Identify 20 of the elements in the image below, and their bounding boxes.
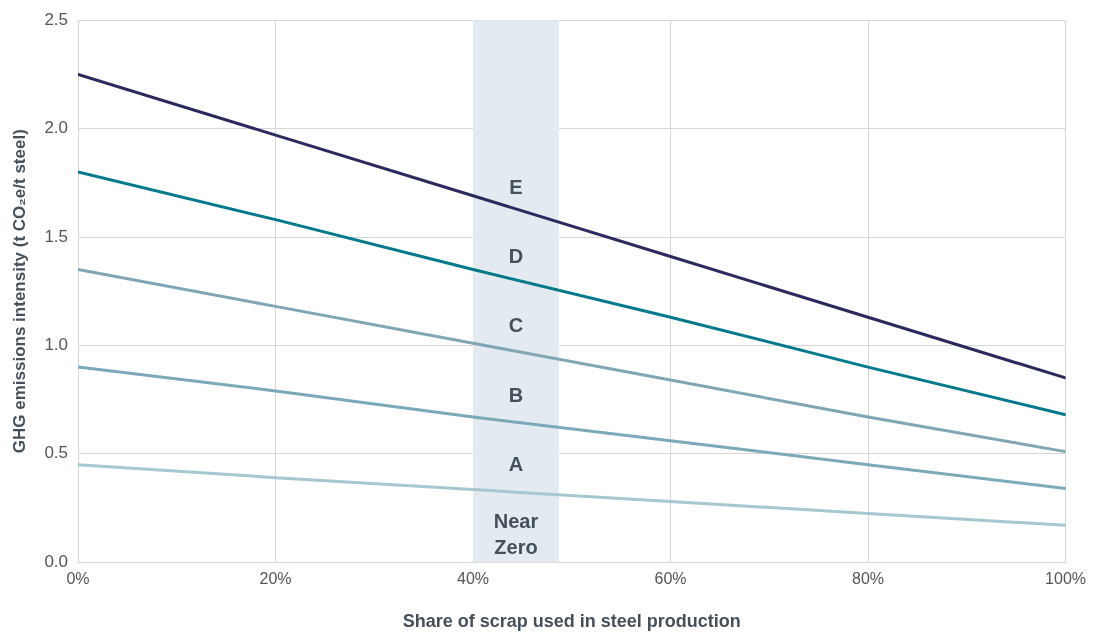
x-tick-label: 0% <box>66 570 90 588</box>
y-tick-label: 0.0 <box>44 551 69 571</box>
x-tick-label: 100% <box>1045 570 1086 588</box>
y-tick-label: 0.5 <box>44 443 69 463</box>
y-tick-label: 2.0 <box>44 118 69 138</box>
y-tick-label: 2.5 <box>44 9 69 29</box>
annotation: C <box>508 314 524 337</box>
annotation: Near Zero <box>493 509 539 558</box>
y-tick-label: 1.5 <box>44 226 69 246</box>
x-tick-label: 20% <box>259 570 292 588</box>
x-axis-title: Share of scrap used in steel production <box>402 611 741 632</box>
x-tick-label: 80% <box>852 570 885 588</box>
x-tick-label: 60% <box>654 570 687 588</box>
y-axis-title: GHG emissions intensity (t CO₂e/t steel) <box>9 129 29 454</box>
annotation: B <box>508 383 524 406</box>
y-tick-label: 1.0 <box>44 335 69 355</box>
annotation: D <box>508 245 524 268</box>
annotation: E <box>509 175 523 198</box>
annotation: A <box>508 453 524 476</box>
x-tick-label: 40% <box>457 570 490 588</box>
